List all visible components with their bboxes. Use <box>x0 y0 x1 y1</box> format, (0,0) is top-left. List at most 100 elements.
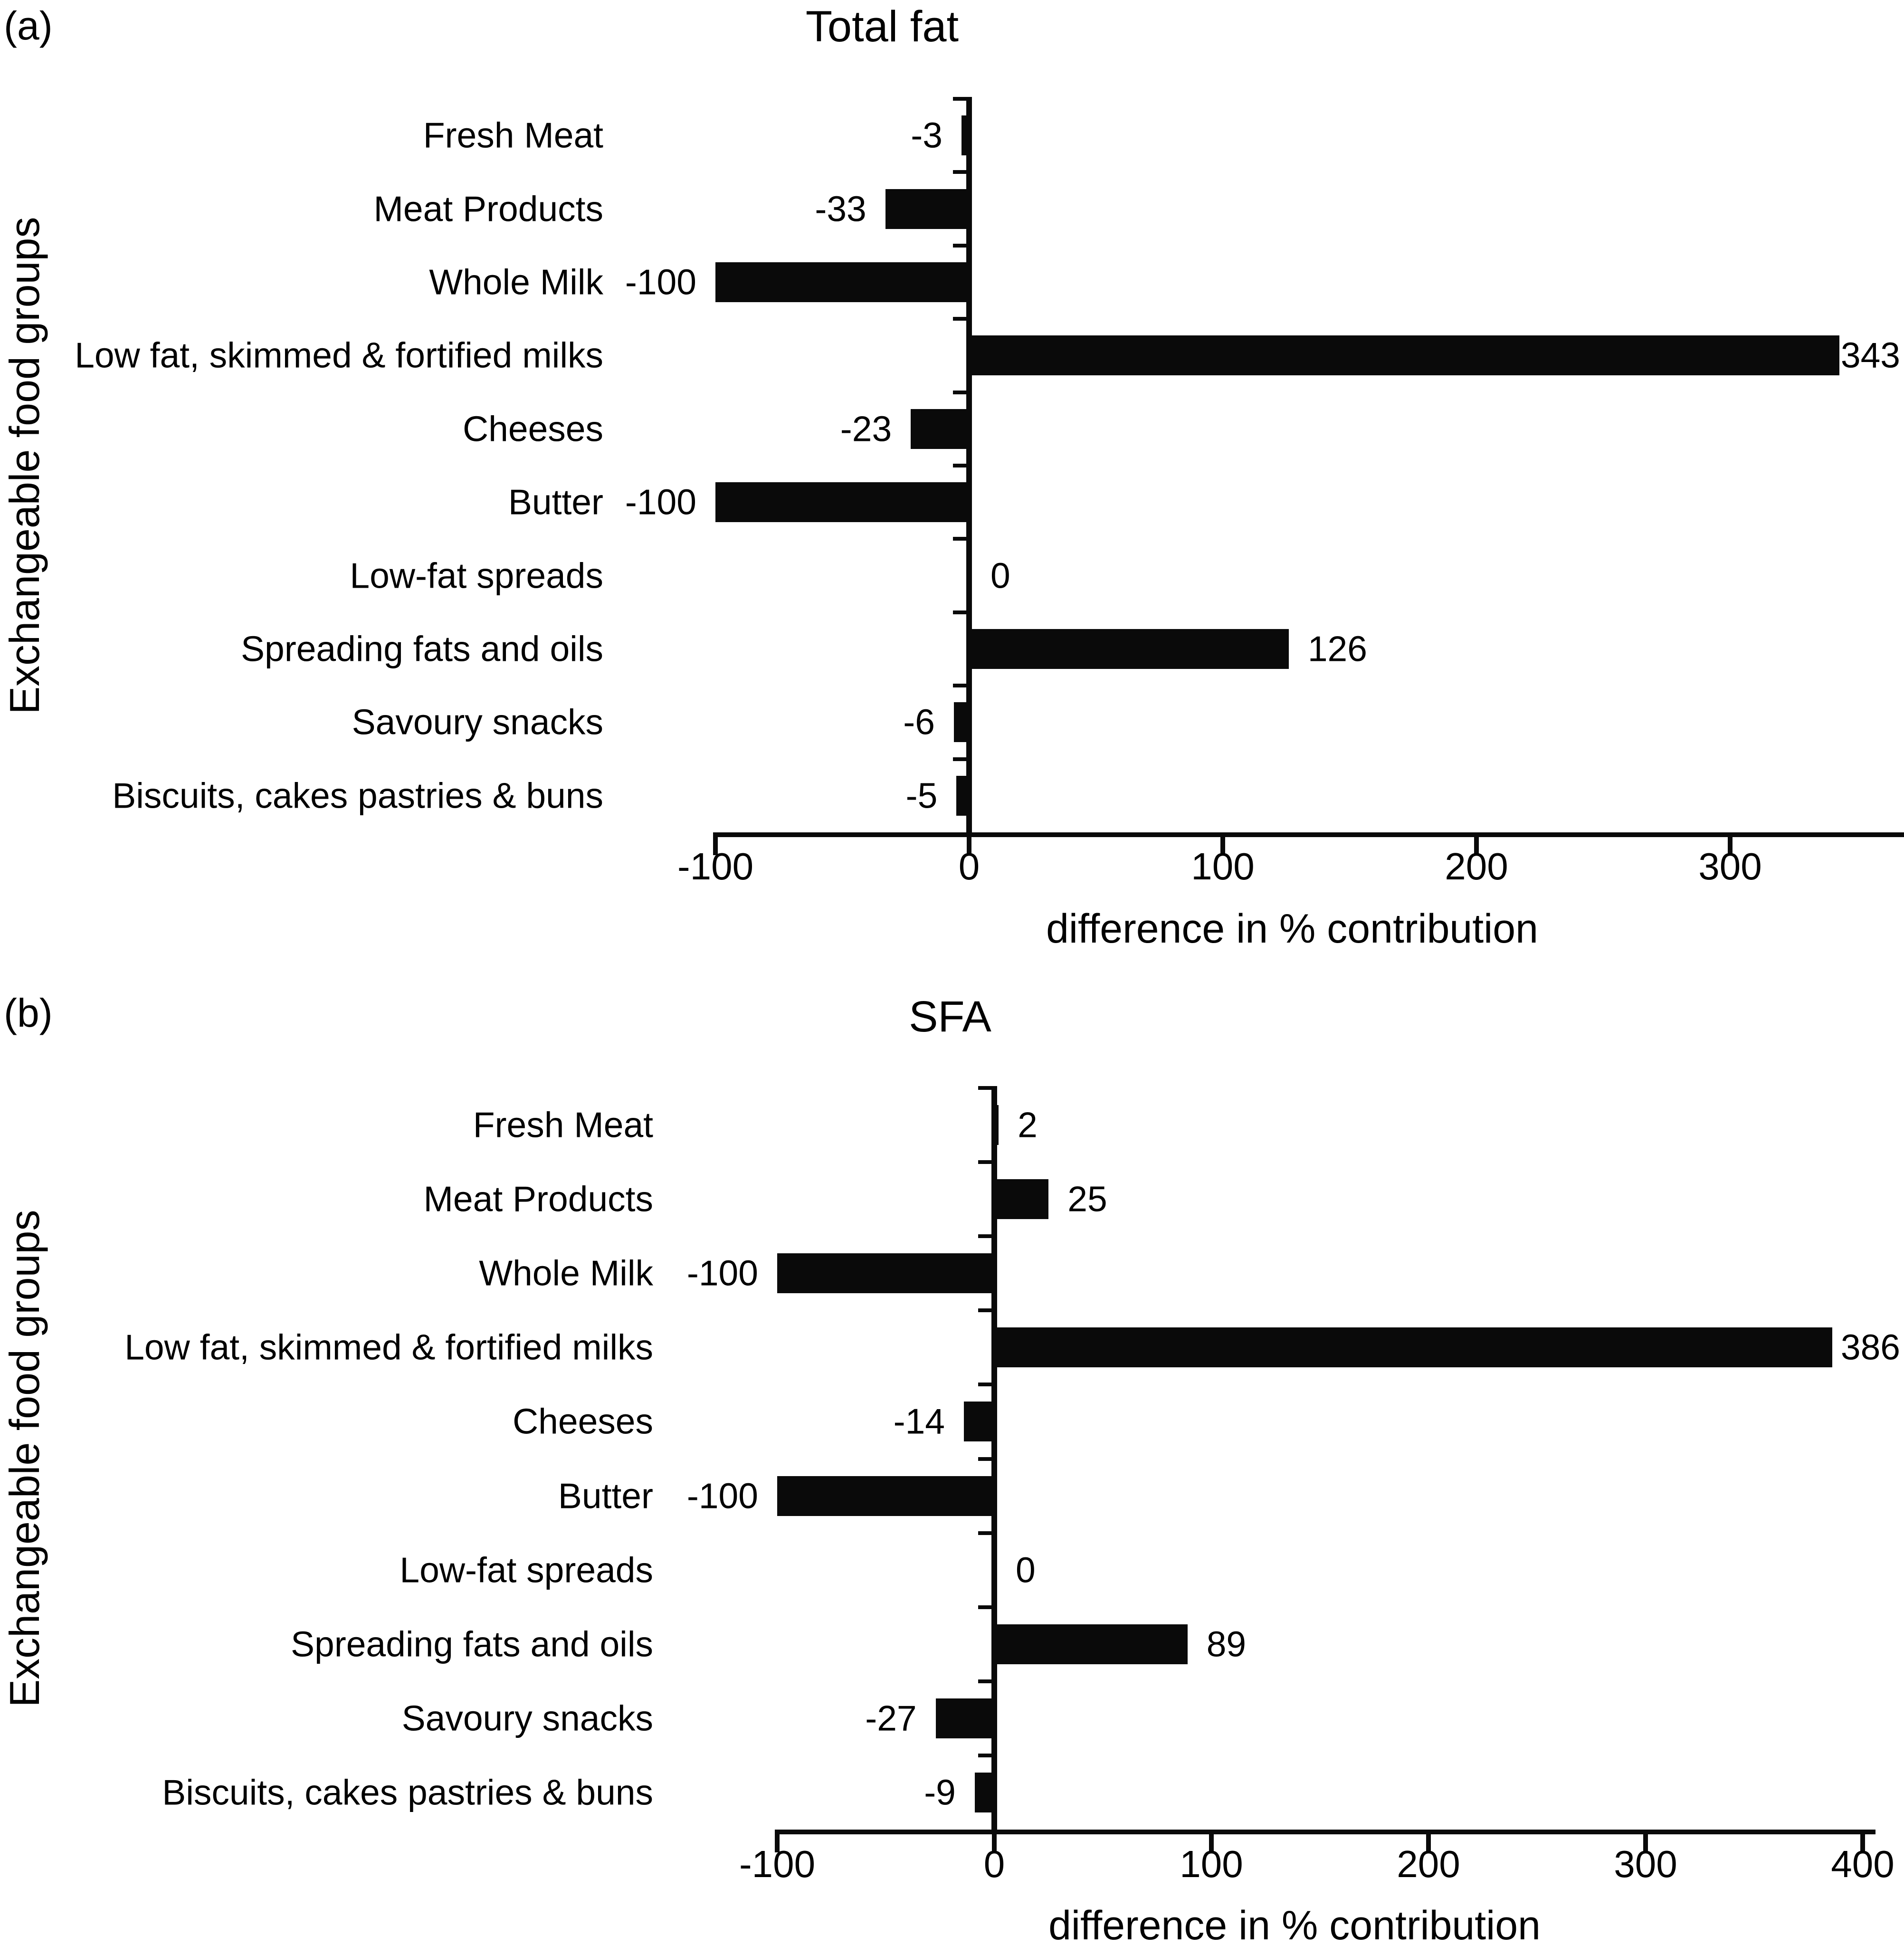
category-label-savoury-snacks: Savoury snacks <box>401 1698 653 1738</box>
value-label-cheeses: -14 <box>893 1401 945 1441</box>
category-boundary-tick <box>978 1457 991 1461</box>
x-tick-label-0: 0 <box>983 1843 1005 1885</box>
category-boundary-tick <box>953 684 966 688</box>
bar-butter <box>777 1476 994 1516</box>
category-boundary-tick <box>978 1753 991 1757</box>
value-label-low-fat-skimmed-and-fortified-milks: 343 <box>1840 335 1900 375</box>
value-label-low-fat-skimmed-and-fortified-milks: 386 <box>1840 1327 1900 1367</box>
category-label-low-fat-skimmed-and-fortified-milks: Low fat, skimmed & fortified milks <box>75 335 603 375</box>
y-axis-label: Exchangeable food groups <box>1 1210 48 1707</box>
category-boundary-tick <box>953 243 966 248</box>
category-label-fresh-meat: Fresh Meat <box>423 115 603 155</box>
category-boundary-tick <box>953 317 966 321</box>
category-label-low-fat-skimmed-and-fortified-milks: Low fat, skimmed & fortified milks <box>124 1327 653 1367</box>
x-tick-label-200: 200 <box>1445 845 1508 887</box>
bar-savoury-snacks <box>935 1698 994 1738</box>
category-label-cheeses: Cheeses <box>512 1401 653 1441</box>
category-boundary-tick <box>978 1234 991 1239</box>
x-tick-label-100: 100 <box>1191 845 1255 887</box>
x-axis-line <box>713 832 1904 837</box>
value-label-low-fat-spreads: 0 <box>990 555 1010 596</box>
x-tick-300 <box>1728 832 1733 855</box>
category-boundary-tick <box>953 97 966 101</box>
chart-title: SFA <box>909 992 991 1041</box>
category-label-cheeses: Cheeses <box>462 409 603 449</box>
x-tick-0 <box>967 832 971 855</box>
bar-biscuits-cakes-pastries-and-buns <box>956 775 969 816</box>
x-tick-label-300: 300 <box>1698 845 1762 887</box>
category-label-meat-products: Meat Products <box>373 189 603 229</box>
x-tick-label-400: 400 <box>1831 1843 1894 1885</box>
category-label-butter: Butter <box>508 482 603 522</box>
bar-cheeses <box>911 409 969 449</box>
category-label-spreading-fats-and-oils: Spreading fats and oils <box>290 1624 653 1664</box>
value-label-savoury-snacks: -6 <box>903 702 935 742</box>
value-label-savoury-snacks: -27 <box>865 1698 917 1738</box>
category-boundary-tick <box>953 537 966 541</box>
category-boundary-tick <box>953 610 966 614</box>
value-label-butter: -100 <box>686 1476 758 1516</box>
value-label-cheeses: -23 <box>840 409 892 449</box>
category-label-whole-milk: Whole Milk <box>479 1253 653 1293</box>
category-boundary-tick <box>978 1605 991 1609</box>
bar-low-fat-skimmed-and-fortified-milks <box>994 1327 1833 1368</box>
category-boundary-tick <box>953 170 966 174</box>
x-tick-100 <box>1209 1830 1214 1852</box>
category-boundary-tick <box>978 1383 991 1387</box>
value-label-fresh-meat: -3 <box>911 115 942 155</box>
category-label-low-fat-spreads: Low-fat spreads <box>350 555 603 596</box>
category-boundary-tick <box>978 1160 991 1164</box>
category-boundary-tick <box>953 390 966 394</box>
bar-whole-milk <box>715 262 969 302</box>
bar-spreading-fats-and-oils <box>969 629 1289 669</box>
bar-butter <box>715 482 969 523</box>
value-label-whole-milk: -100 <box>686 1253 758 1293</box>
category-label-meat-products: Meat Products <box>423 1179 653 1219</box>
bar-fresh-meat <box>961 115 969 156</box>
x-tick-label-0: 0 <box>958 845 980 887</box>
category-boundary-tick <box>978 1086 991 1090</box>
x-tick--100 <box>713 832 718 855</box>
value-label-whole-milk: -100 <box>625 262 696 302</box>
category-boundary-tick <box>978 1531 991 1535</box>
bar-spreading-fats-and-oils <box>994 1624 1188 1664</box>
value-label-fresh-meat: 2 <box>1018 1105 1038 1145</box>
bar-fresh-meat <box>994 1105 999 1145</box>
value-label-butter: -100 <box>625 482 696 522</box>
chart-title: Total fat <box>805 2 959 51</box>
x-tick-label--100: -100 <box>677 845 754 887</box>
x-tick-400 <box>1860 1830 1865 1852</box>
bar-whole-milk <box>777 1253 994 1294</box>
x-tick--100 <box>775 1830 780 1852</box>
category-boundary-tick <box>978 1679 991 1683</box>
x-axis-line <box>775 1830 1875 1834</box>
x-tick-100 <box>1220 832 1225 855</box>
category-boundary-tick <box>953 757 966 761</box>
value-label-biscuits-cakes-pastries-and-buns: -9 <box>924 1772 956 1812</box>
bar-meat-products <box>885 189 969 229</box>
x-tick-0 <box>992 1830 997 1852</box>
bar-meat-products <box>994 1179 1049 1220</box>
category-label-biscuits-cakes-pastries-and-buns: Biscuits, cakes pastries & buns <box>112 775 603 816</box>
category-label-biscuits-cakes-pastries-and-buns: Biscuits, cakes pastries & buns <box>162 1772 653 1812</box>
category-label-fresh-meat: Fresh Meat <box>473 1105 653 1145</box>
x-tick-label-300: 300 <box>1614 1843 1677 1885</box>
category-label-spreading-fats-and-oils: Spreading fats and oils <box>240 629 603 669</box>
x-tick-300 <box>1643 1830 1648 1852</box>
x-tick-200 <box>1426 1830 1431 1852</box>
value-label-spreading-fats-and-oils: 89 <box>1206 1624 1247 1664</box>
x-tick-label-200: 200 <box>1397 1843 1460 1885</box>
value-label-meat-products: 25 <box>1067 1179 1107 1219</box>
category-label-savoury-snacks: Savoury snacks <box>352 702 603 742</box>
category-label-whole-milk: Whole Milk <box>429 262 603 302</box>
bar-low-fat-skimmed-and-fortified-milks <box>969 335 1839 376</box>
x-axis-label: difference in % contribution <box>1046 906 1538 952</box>
bar-savoury-snacks <box>953 702 969 743</box>
x-tick-label--100: -100 <box>739 1843 816 1885</box>
x-axis-label: difference in % contribution <box>1048 1903 1541 1948</box>
bar-cheeses <box>964 1402 994 1442</box>
value-label-low-fat-spreads: 0 <box>1016 1550 1036 1590</box>
bar-biscuits-cakes-pastries-and-buns <box>974 1772 994 1812</box>
x-tick-label-100: 100 <box>1180 1843 1243 1885</box>
